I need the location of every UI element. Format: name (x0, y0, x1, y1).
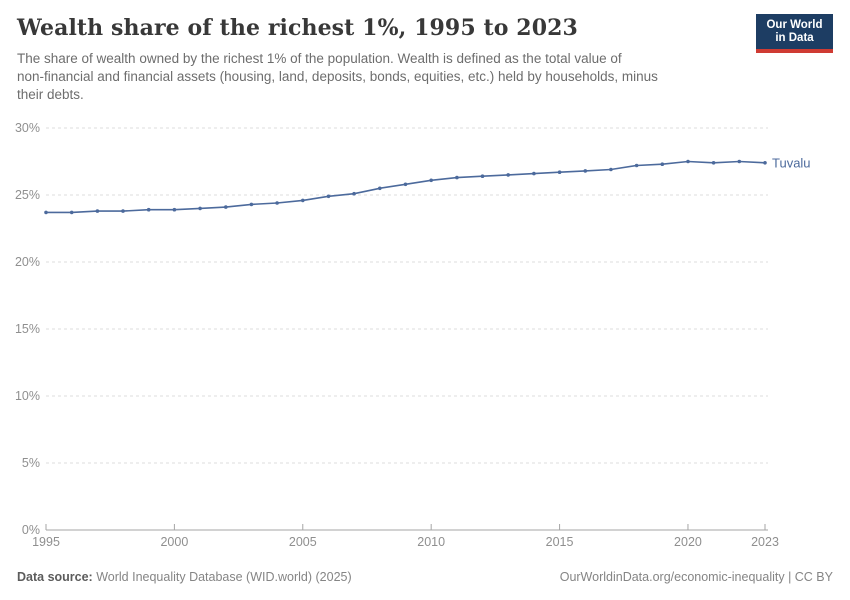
data-point[interactable] (763, 161, 767, 165)
data-point[interactable] (172, 207, 177, 212)
chart-title: Wealth share of the richest 1%, 1995 to … (17, 15, 578, 41)
data-point[interactable] (455, 175, 459, 180)
data-point[interactable] (532, 171, 536, 176)
data-point[interactable] (480, 174, 485, 178)
owid-url-link[interactable]: OurWorldinData.org/economic-inequality |… (559, 570, 833, 584)
data-point[interactable] (429, 178, 434, 183)
data-point[interactable] (198, 206, 202, 211)
x-tick-label: 2020 (674, 535, 702, 549)
x-tick-label: 2000 (160, 535, 188, 549)
data-source: Data source: World Inequality Database (… (17, 570, 352, 584)
data-point[interactable] (557, 170, 562, 174)
chart-header: Wealth share of the richest 1%, 1995 to … (17, 14, 833, 104)
data-point[interactable] (95, 209, 100, 213)
y-tick-label: 0% (22, 523, 40, 537)
y-tick-label: 30% (15, 121, 40, 135)
owid-logo-red-bar (756, 49, 833, 53)
series-label-tuvalu[interactable]: Tuvalu (772, 155, 811, 170)
x-tick-label: 2015 (546, 535, 574, 549)
data-point[interactable] (378, 186, 382, 191)
data-point[interactable] (301, 198, 305, 203)
data-point[interactable] (506, 173, 511, 177)
x-tick-label: 2010 (417, 535, 445, 549)
data-point[interactable] (352, 191, 356, 196)
data-point[interactable] (737, 159, 742, 164)
data-source-label: Data source: (17, 570, 93, 584)
chart-subtitle-line: non-financial and financial assets (hous… (17, 69, 658, 84)
x-tick-label: 1995 (32, 535, 60, 549)
owid-logo[interactable]: Our World in Data (756, 14, 833, 53)
data-point[interactable] (121, 209, 125, 213)
x-tick-label: 2005 (289, 535, 317, 549)
data-point[interactable] (275, 201, 279, 205)
data-point[interactable] (146, 207, 151, 212)
data-point[interactable] (44, 210, 48, 215)
chart-subtitle-line: The share of wealth owned by the richest… (17, 51, 622, 66)
chart-subtitle: The share of wealth owned by the richest… (17, 50, 833, 104)
owid-logo-text: Our World in Data (756, 14, 833, 49)
y-tick-label: 15% (15, 322, 40, 336)
data-point[interactable] (326, 194, 331, 199)
data-point[interactable] (583, 169, 588, 173)
data-point[interactable] (634, 163, 639, 168)
data-point[interactable] (609, 167, 613, 172)
chart-footer: Data source: World Inequality Database (… (17, 570, 833, 584)
chart-subtitle-line: their debts. (17, 87, 84, 102)
series-line-tuvalu[interactable] (44, 159, 767, 215)
y-tick-label: 10% (15, 389, 40, 403)
data-point[interactable] (711, 161, 716, 165)
data-point[interactable] (224, 205, 228, 209)
data-point[interactable] (69, 210, 74, 215)
x-tick-label: 2023 (751, 535, 779, 549)
data-point[interactable] (660, 162, 665, 166)
y-tick-label: 20% (15, 255, 40, 269)
data-point[interactable] (686, 159, 690, 164)
y-tick-label: 5% (22, 456, 40, 470)
data-point[interactable] (403, 182, 408, 187)
data-source-value: World Inequality Database (WID.world) (2… (92, 570, 352, 584)
series-path[interactable] (46, 160, 766, 214)
y-tick-label: 25% (15, 188, 40, 202)
data-point[interactable] (249, 202, 254, 207)
